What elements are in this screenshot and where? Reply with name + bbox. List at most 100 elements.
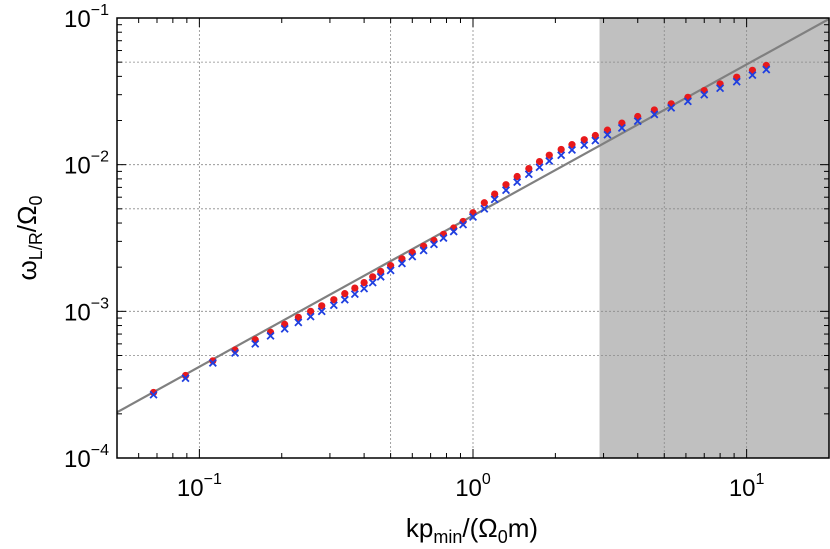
data-point-circle [330, 296, 338, 304]
data-point-x-stroke [716, 84, 725, 93]
data-point-circle [209, 357, 217, 365]
data-point-circle [360, 279, 368, 287]
data-point-x-stroke [459, 220, 468, 229]
data-point-circle [557, 145, 565, 154]
data-point-x [459, 220, 468, 229]
data-point-x [251, 339, 260, 348]
data-point-x-stroke [376, 272, 385, 281]
data-point-circle [580, 136, 588, 144]
data-point-x [350, 290, 359, 299]
y-axis-label: ωL/R/Ω0 [12, 195, 46, 280]
data-point-x [716, 84, 725, 93]
data-point-x [617, 123, 626, 132]
data-point-x [208, 358, 217, 367]
data-point-x-stroke [340, 295, 349, 304]
data-point-x [376, 272, 385, 281]
data-point-x [545, 156, 554, 165]
data-point-x-stroke [557, 151, 566, 160]
data-point-x [557, 151, 566, 160]
data-point-x-stroke [386, 266, 395, 275]
data-point-x [591, 136, 600, 145]
data-point-circle [341, 290, 349, 298]
data-point-circle [318, 302, 326, 310]
data-point-x-stroke [408, 252, 417, 261]
data-point-x [762, 65, 771, 74]
data-point-x [650, 110, 659, 119]
data-point-circle [525, 165, 533, 173]
data-point-circle [535, 157, 544, 166]
data-point-x [633, 117, 642, 126]
data-point-x-stroke [513, 178, 522, 187]
data-point-x-stroke [650, 110, 659, 119]
data-point-x-stroke [208, 358, 217, 367]
data-point-x-stroke [360, 284, 369, 293]
series-2 [149, 65, 771, 399]
data-point-x [266, 331, 275, 340]
data-point-x-stroke [306, 312, 315, 321]
data-point-x-stroke [230, 348, 240, 358]
data-point-x [732, 77, 741, 86]
data-point-x-stroke [449, 227, 458, 236]
data-point-circle [545, 151, 553, 159]
data-point-circle [307, 307, 315, 315]
data-point-x [535, 163, 544, 172]
data-point-circle [480, 199, 488, 207]
data-point-x-stroke [545, 156, 554, 165]
data-point-x [439, 234, 448, 243]
plot-inner [117, 18, 829, 458]
data-point-x [294, 318, 303, 327]
data-point-x-stroke [762, 65, 771, 74]
data-point-circle [294, 313, 302, 321]
x-axis-label: kpmin/(Ω0m) [406, 513, 538, 547]
data-point-x [524, 170, 533, 179]
x-tick-label: 100 [455, 471, 491, 502]
data-point-circle [568, 141, 576, 149]
data-point-x-stroke [329, 301, 338, 310]
data-point-x-stroke [501, 186, 511, 195]
data-point-x [667, 103, 676, 112]
data-point-x [449, 227, 458, 236]
data-point-x [603, 130, 612, 139]
data-point-x-stroke [683, 97, 692, 106]
data-point-x [567, 145, 577, 154]
data-point-x [683, 97, 692, 106]
data-point-x-stroke [397, 259, 406, 268]
data-point-x [360, 284, 369, 293]
data-point-x-stroke [294, 318, 303, 327]
data-point-x-stroke [591, 136, 600, 145]
data-point-circle [369, 273, 377, 281]
data-point-x [306, 312, 315, 321]
data-point-x [397, 259, 406, 268]
data-point-x [340, 295, 349, 304]
axis-labels: kpmin/(Ω0m) ωL/R/Ω0 [12, 195, 538, 547]
shaded-region [599, 18, 829, 458]
data-point-x [468, 212, 478, 221]
data-point-x-stroke [251, 339, 260, 348]
data-point-x [329, 301, 338, 310]
data-point-x-stroke [181, 374, 190, 383]
data-point-x [429, 240, 438, 249]
data-point-x-stroke [524, 170, 533, 179]
data-point-circle [351, 284, 359, 292]
data-point-x-stroke [368, 278, 377, 287]
data-point-x-stroke [667, 103, 676, 112]
data-point-x [700, 90, 709, 99]
data-point-x-stroke [419, 246, 428, 255]
data-point-x-stroke [280, 324, 289, 333]
data-point-x [748, 71, 757, 80]
data-point-x-stroke [580, 141, 589, 150]
y-tick-label: 10−4 [64, 442, 109, 473]
data-point-x [230, 348, 240, 358]
data-point-x [419, 246, 428, 255]
data-point-circle [377, 267, 385, 276]
data-point-x-stroke [633, 117, 642, 126]
data-point-x [181, 374, 190, 383]
data-point-x-stroke [468, 212, 478, 221]
y-tick-label: 10−1 [64, 2, 109, 33]
x-tick-label: 10−1 [177, 471, 222, 502]
data-point-circle [491, 190, 499, 198]
data-point-x [149, 390, 158, 399]
data-point-x-stroke [603, 130, 612, 139]
data-point-x [280, 324, 289, 333]
